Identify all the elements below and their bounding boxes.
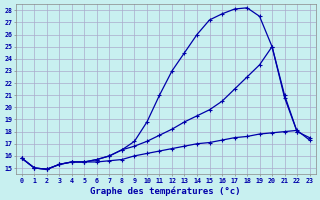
X-axis label: Graphe des températures (°c): Graphe des températures (°c): [91, 186, 241, 196]
